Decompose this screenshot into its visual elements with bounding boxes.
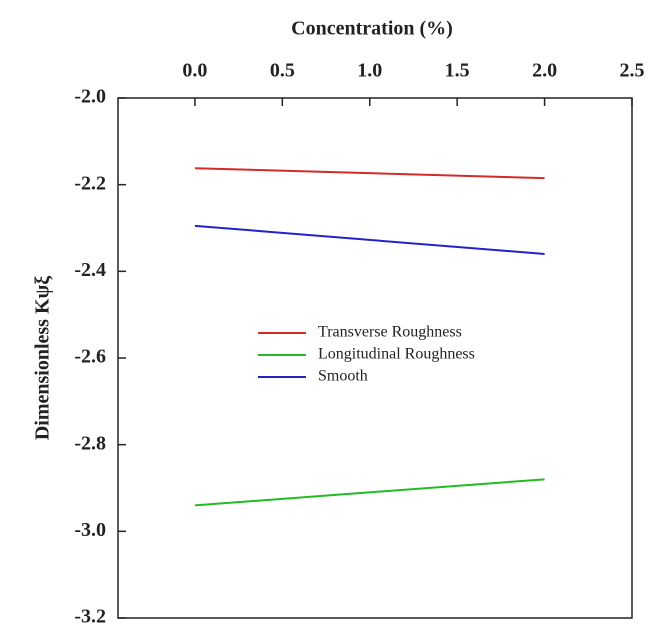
y-axis-title: Dimensionless Kψξ xyxy=(32,276,54,440)
legend-label: Transverse Roughness xyxy=(318,324,462,341)
series-line xyxy=(194,167,545,180)
x-tick-label: 1.5 xyxy=(445,60,470,82)
x-tick-label: 0.5 xyxy=(270,60,295,82)
y-tick-label: -3.0 xyxy=(74,519,106,541)
x-axis-title: Concentration (%) xyxy=(291,18,453,40)
series-line xyxy=(194,478,545,507)
x-tick-label: 2.0 xyxy=(532,60,557,82)
y-tick-label: -3.2 xyxy=(74,606,106,628)
x-tick-label: 0.0 xyxy=(182,60,207,82)
legend-label: Longitudinal Roughness xyxy=(318,346,475,363)
y-tick-label: -2.0 xyxy=(74,86,106,108)
series-line xyxy=(194,224,545,255)
y-tick-label: -2.4 xyxy=(74,259,106,281)
y-tick-label: -2.8 xyxy=(74,432,106,454)
y-tick-label: -2.2 xyxy=(74,172,106,194)
y-tick-label: -2.6 xyxy=(74,346,106,368)
x-tick-label: 2.5 xyxy=(620,60,645,82)
legend-label: Smooth xyxy=(318,368,368,385)
x-tick-label: 1.0 xyxy=(357,60,382,82)
